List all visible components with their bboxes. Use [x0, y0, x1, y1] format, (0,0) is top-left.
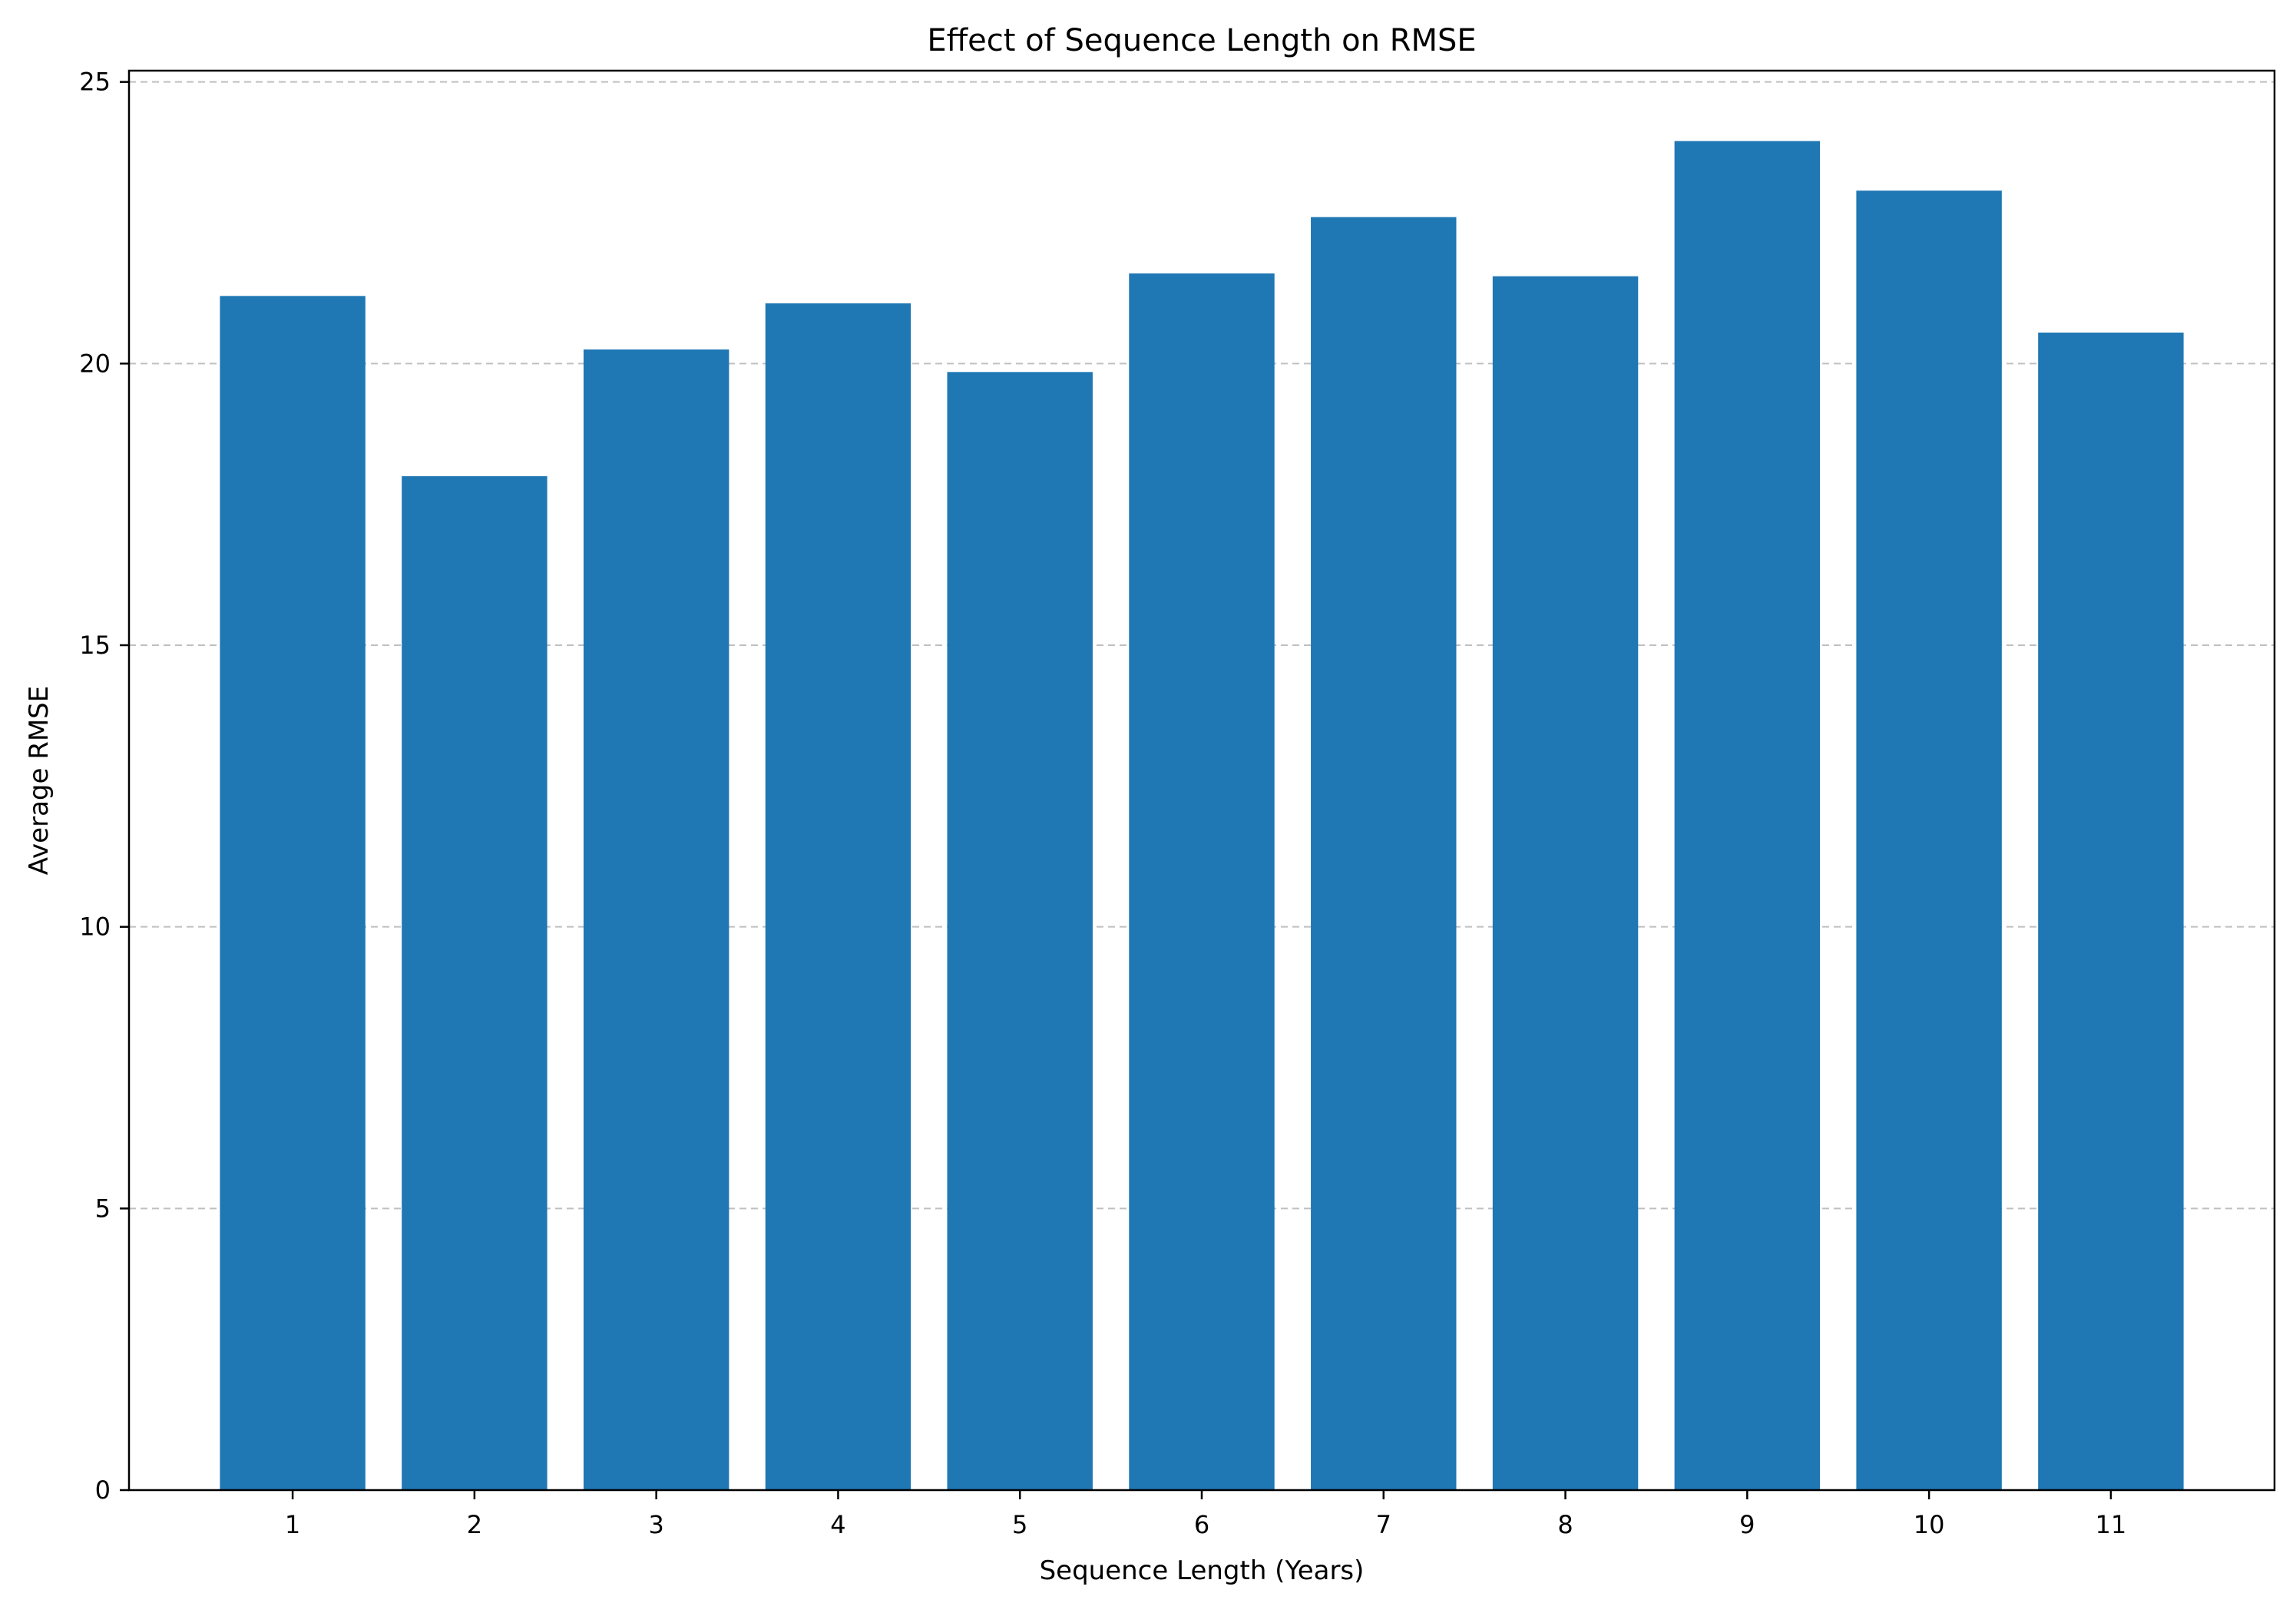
bar-6: [1129, 273, 1275, 1490]
y-axis-label: Average RMSE: [24, 686, 55, 875]
x-tick-label: 8: [1557, 1510, 1573, 1539]
bar-1: [220, 296, 366, 1490]
x-tick-label: 4: [830, 1510, 845, 1539]
y-tick-label: 20: [79, 349, 111, 378]
y-tick-label: 10: [79, 912, 111, 942]
bar-11: [2038, 333, 2184, 1490]
y-tick-label: 5: [95, 1194, 111, 1223]
bar-8: [1492, 276, 1639, 1491]
bar-3: [583, 349, 729, 1490]
y-tick-label: 25: [79, 68, 111, 97]
y-axis-ticks: 0 5 10 15 20 25: [79, 68, 129, 1505]
x-tick-label: 1: [285, 1510, 300, 1539]
bar-7: [1311, 217, 1457, 1491]
x-axis-label: Sequence Length (Years): [1040, 1555, 1365, 1586]
x-tick-label: 5: [1012, 1510, 1027, 1539]
x-tick-label: 2: [467, 1510, 482, 1539]
x-tick-label: 7: [1376, 1510, 1391, 1539]
x-tick-label: 11: [2096, 1510, 2127, 1539]
chart-title: Effect of Sequence Length on RMSE: [927, 23, 1476, 58]
bar-2: [402, 476, 548, 1490]
bars: [220, 141, 2184, 1491]
x-tick-label: 10: [1914, 1510, 1945, 1539]
x-tick-label: 3: [648, 1510, 663, 1539]
bar-10: [1856, 190, 2002, 1491]
x-axis-ticks: 1 2 3 4 5 6 7 8 9 10 11: [285, 1490, 2126, 1539]
x-tick-label: 9: [1739, 1510, 1755, 1539]
x-tick-label: 6: [1194, 1510, 1209, 1539]
y-tick-label: 15: [79, 631, 111, 660]
bar-4: [765, 303, 911, 1490]
y-tick-label: 0: [95, 1476, 111, 1505]
bar-5: [947, 372, 1093, 1490]
bar-9: [1674, 141, 1821, 1491]
